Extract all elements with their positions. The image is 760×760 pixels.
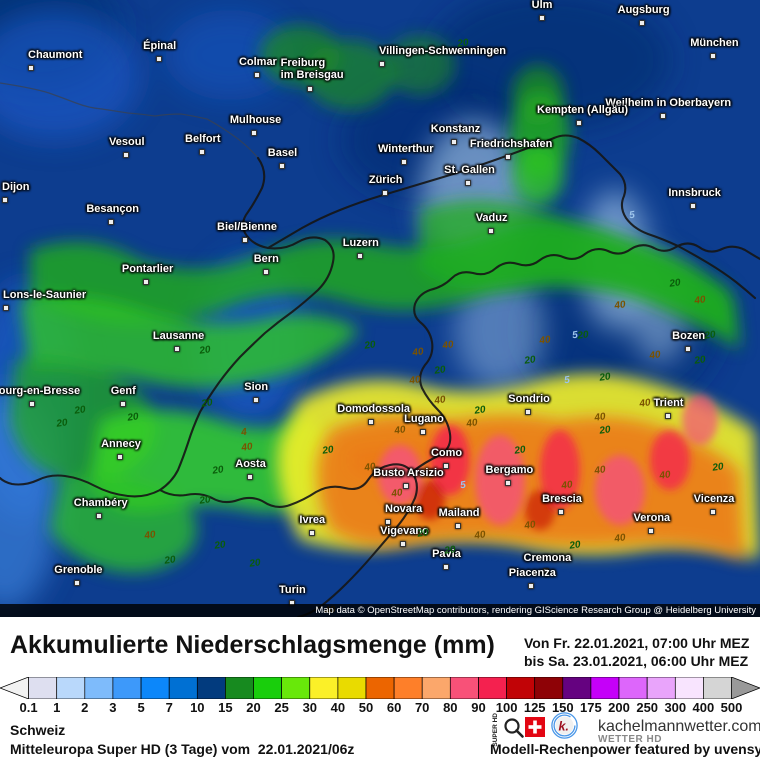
svg-text:k.: k.: [558, 720, 568, 734]
